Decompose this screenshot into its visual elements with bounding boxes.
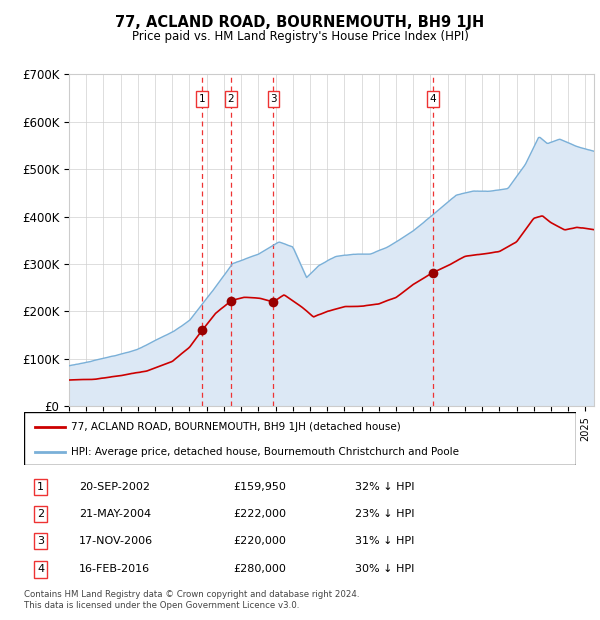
Text: 77, ACLAND ROAD, BOURNEMOUTH, BH9 1JH (detached house): 77, ACLAND ROAD, BOURNEMOUTH, BH9 1JH (d… bbox=[71, 422, 401, 432]
Text: 2: 2 bbox=[227, 94, 234, 104]
Text: 3: 3 bbox=[270, 94, 277, 104]
Text: Contains HM Land Registry data © Crown copyright and database right 2024.
This d: Contains HM Land Registry data © Crown c… bbox=[24, 590, 359, 609]
Text: 77, ACLAND ROAD, BOURNEMOUTH, BH9 1JH: 77, ACLAND ROAD, BOURNEMOUTH, BH9 1JH bbox=[115, 16, 485, 30]
Text: £159,950: £159,950 bbox=[234, 482, 287, 492]
Text: HPI: Average price, detached house, Bournemouth Christchurch and Poole: HPI: Average price, detached house, Bour… bbox=[71, 447, 459, 457]
Text: £280,000: £280,000 bbox=[234, 564, 287, 574]
Text: £220,000: £220,000 bbox=[234, 536, 287, 546]
Text: 21-MAY-2004: 21-MAY-2004 bbox=[79, 509, 151, 519]
Text: 16-FEB-2016: 16-FEB-2016 bbox=[79, 564, 151, 574]
Text: 17-NOV-2006: 17-NOV-2006 bbox=[79, 536, 154, 546]
Text: 32% ↓ HPI: 32% ↓ HPI bbox=[355, 482, 415, 492]
Text: 3: 3 bbox=[37, 536, 44, 546]
Text: Price paid vs. HM Land Registry's House Price Index (HPI): Price paid vs. HM Land Registry's House … bbox=[131, 30, 469, 43]
Text: £222,000: £222,000 bbox=[234, 509, 287, 519]
Text: 4: 4 bbox=[430, 94, 436, 104]
Text: 23% ↓ HPI: 23% ↓ HPI bbox=[355, 509, 415, 519]
Text: 1: 1 bbox=[37, 482, 44, 492]
Text: 2: 2 bbox=[37, 509, 44, 519]
Text: 1: 1 bbox=[199, 94, 205, 104]
Text: 30% ↓ HPI: 30% ↓ HPI bbox=[355, 564, 415, 574]
Text: 20-SEP-2002: 20-SEP-2002 bbox=[79, 482, 150, 492]
FancyBboxPatch shape bbox=[24, 412, 576, 465]
Text: 4: 4 bbox=[37, 564, 44, 574]
Text: 31% ↓ HPI: 31% ↓ HPI bbox=[355, 536, 415, 546]
